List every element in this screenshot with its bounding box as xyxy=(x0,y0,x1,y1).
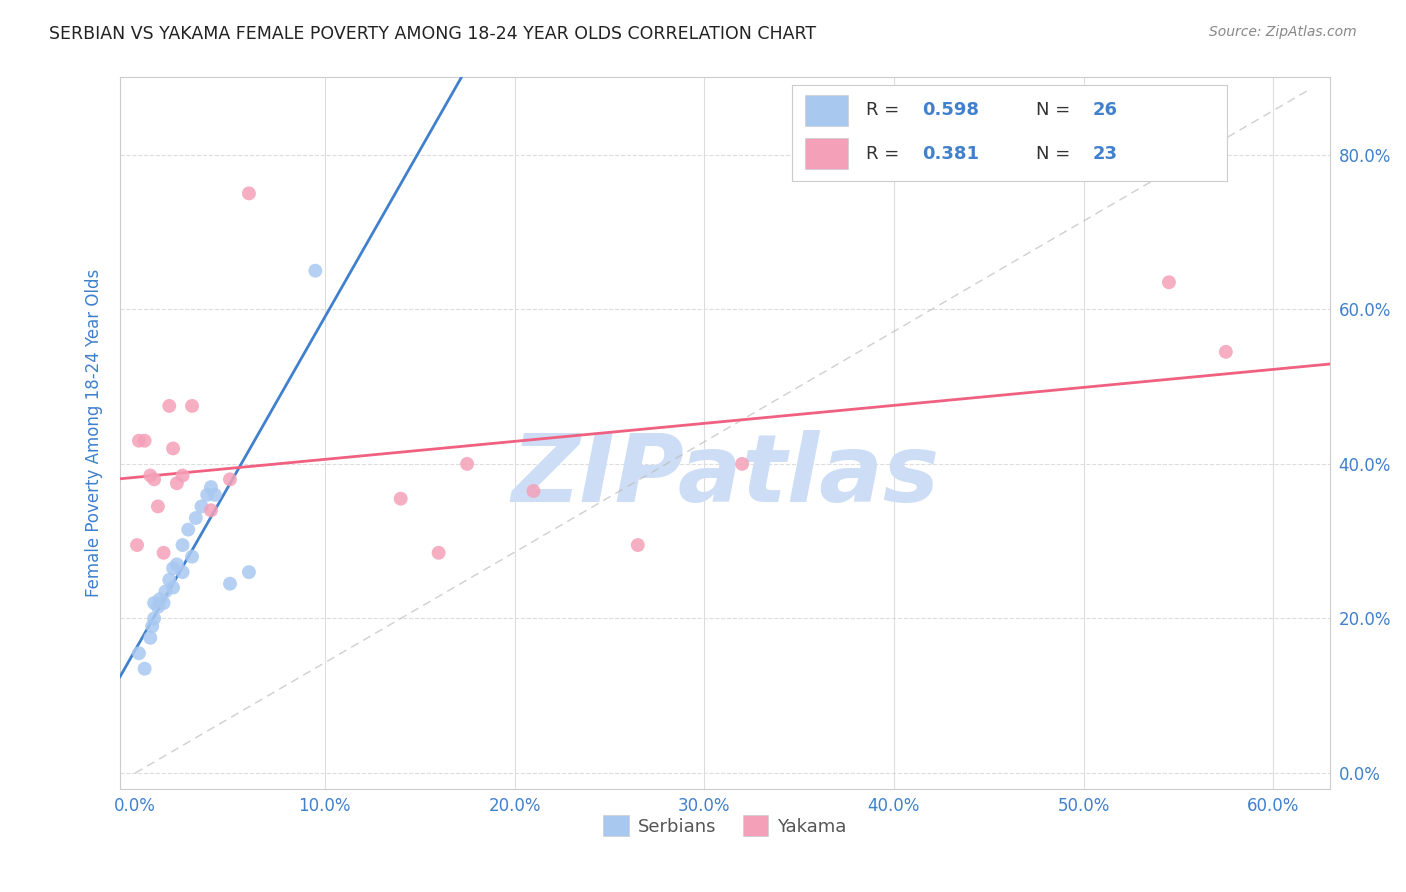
Point xyxy=(204,488,226,502)
Point xyxy=(181,399,204,413)
Point xyxy=(389,491,412,506)
Point xyxy=(166,558,188,572)
Point xyxy=(1215,344,1237,359)
Point xyxy=(731,457,754,471)
Point xyxy=(219,472,242,486)
Point xyxy=(143,596,166,610)
Point xyxy=(162,442,184,456)
Point xyxy=(627,538,650,552)
Point xyxy=(143,472,166,486)
Point xyxy=(304,263,326,277)
Point xyxy=(238,565,260,579)
Point xyxy=(157,573,180,587)
Point xyxy=(219,576,242,591)
Point xyxy=(134,662,156,676)
Point xyxy=(172,538,194,552)
Point xyxy=(238,186,260,201)
Point xyxy=(149,592,172,607)
Point xyxy=(522,483,544,498)
Point xyxy=(125,538,148,552)
Point xyxy=(172,468,194,483)
Point xyxy=(139,631,162,645)
Point xyxy=(155,584,177,599)
Point xyxy=(177,523,200,537)
Text: ZIPatlas: ZIPatlas xyxy=(510,430,939,522)
Point xyxy=(157,399,180,413)
Text: Source: ZipAtlas.com: Source: ZipAtlas.com xyxy=(1209,25,1357,39)
Point xyxy=(195,488,218,502)
Point xyxy=(139,468,162,483)
Y-axis label: Female Poverty Among 18-24 Year Olds: Female Poverty Among 18-24 Year Olds xyxy=(86,268,103,597)
Point xyxy=(146,599,169,614)
Point xyxy=(184,511,207,525)
Point xyxy=(134,434,156,448)
Point xyxy=(166,476,188,491)
Point xyxy=(1157,275,1180,289)
Point xyxy=(128,434,150,448)
Point xyxy=(456,457,478,471)
Text: SERBIAN VS YAKAMA FEMALE POVERTY AMONG 18-24 YEAR OLDS CORRELATION CHART: SERBIAN VS YAKAMA FEMALE POVERTY AMONG 1… xyxy=(49,25,817,43)
Point xyxy=(141,619,163,633)
Point xyxy=(143,611,166,625)
Point xyxy=(162,561,184,575)
Point xyxy=(162,581,184,595)
Point xyxy=(152,596,174,610)
Point xyxy=(146,500,169,514)
Point xyxy=(190,500,212,514)
Legend: Serbians, Yakama: Serbians, Yakama xyxy=(596,808,853,844)
Point xyxy=(172,565,194,579)
Point xyxy=(152,546,174,560)
Point xyxy=(128,646,150,660)
Point xyxy=(200,503,222,517)
Point xyxy=(200,480,222,494)
Point xyxy=(427,546,450,560)
Point xyxy=(181,549,204,564)
